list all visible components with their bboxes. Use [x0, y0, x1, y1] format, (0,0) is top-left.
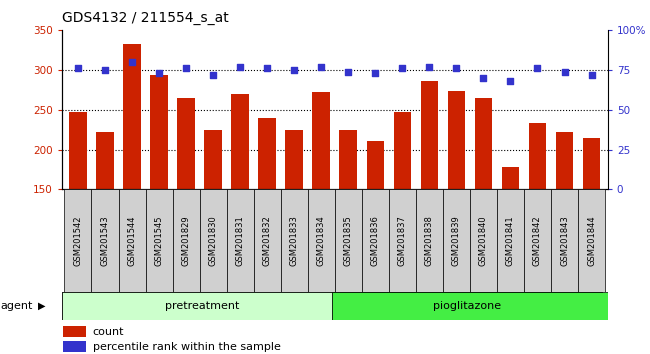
- Bar: [150, 75, 168, 189]
- Text: GSM201832: GSM201832: [263, 215, 272, 266]
- Text: GSM201829: GSM201829: [181, 215, 190, 266]
- Text: count: count: [92, 327, 124, 337]
- Bar: [313, 92, 330, 189]
- Point: [370, 70, 380, 76]
- Bar: [64, 189, 92, 292]
- Bar: [96, 132, 114, 189]
- Bar: [124, 44, 141, 189]
- Point: [532, 65, 543, 71]
- Text: GSM201839: GSM201839: [452, 215, 461, 266]
- Text: GSM201545: GSM201545: [155, 216, 164, 266]
- Text: GSM201844: GSM201844: [587, 215, 596, 266]
- Bar: [254, 189, 281, 292]
- Bar: [421, 81, 438, 189]
- Point: [343, 69, 354, 74]
- Text: GSM201543: GSM201543: [101, 215, 109, 266]
- Bar: [474, 98, 492, 189]
- Bar: [497, 189, 524, 292]
- Bar: [367, 141, 384, 189]
- Bar: [551, 189, 578, 292]
- Bar: [285, 130, 303, 189]
- Point: [100, 67, 110, 73]
- Bar: [227, 189, 254, 292]
- Bar: [416, 189, 443, 292]
- Bar: [393, 112, 411, 189]
- Bar: [146, 189, 172, 292]
- Bar: [69, 112, 86, 189]
- Point: [424, 64, 435, 69]
- Text: GSM201842: GSM201842: [533, 215, 542, 266]
- Text: GSM201841: GSM201841: [506, 215, 515, 266]
- Point: [154, 70, 164, 76]
- Point: [559, 69, 569, 74]
- Point: [451, 65, 462, 71]
- Text: GSM201542: GSM201542: [73, 216, 83, 266]
- Text: agent: agent: [1, 301, 33, 311]
- Bar: [172, 189, 200, 292]
- Point: [397, 65, 408, 71]
- Bar: [443, 189, 470, 292]
- Bar: [62, 292, 332, 320]
- Text: pretreatment: pretreatment: [165, 301, 239, 311]
- Point: [235, 64, 245, 69]
- Point: [505, 78, 515, 84]
- Point: [289, 67, 300, 73]
- Bar: [339, 130, 357, 189]
- Bar: [389, 189, 416, 292]
- Text: GSM201836: GSM201836: [370, 215, 380, 266]
- Bar: [578, 189, 605, 292]
- Bar: [332, 292, 608, 320]
- Bar: [524, 189, 551, 292]
- Text: GSM201544: GSM201544: [127, 216, 136, 266]
- Bar: [177, 98, 195, 189]
- Text: GSM201831: GSM201831: [236, 215, 244, 266]
- Bar: [528, 123, 546, 189]
- Text: GSM201834: GSM201834: [317, 215, 326, 266]
- Bar: [259, 118, 276, 189]
- Bar: [64, 341, 86, 353]
- Text: GSM201838: GSM201838: [425, 215, 434, 266]
- Bar: [118, 189, 146, 292]
- Bar: [556, 132, 573, 189]
- Text: ▶: ▶: [38, 301, 46, 311]
- Text: GSM201830: GSM201830: [209, 215, 218, 266]
- Point: [316, 64, 326, 69]
- Point: [73, 65, 83, 71]
- Text: GSM201837: GSM201837: [398, 215, 407, 266]
- Bar: [335, 189, 362, 292]
- Text: GDS4132 / 211554_s_at: GDS4132 / 211554_s_at: [62, 11, 229, 25]
- Bar: [448, 91, 465, 189]
- Bar: [64, 326, 86, 337]
- Bar: [470, 189, 497, 292]
- Text: GSM201843: GSM201843: [560, 215, 569, 266]
- Point: [262, 65, 272, 71]
- Bar: [281, 189, 307, 292]
- Bar: [200, 189, 227, 292]
- Bar: [92, 189, 118, 292]
- Text: percentile rank within the sample: percentile rank within the sample: [92, 342, 281, 352]
- Bar: [231, 94, 249, 189]
- Bar: [204, 130, 222, 189]
- Point: [208, 72, 218, 78]
- Point: [181, 65, 191, 71]
- Bar: [362, 189, 389, 292]
- Bar: [583, 138, 601, 189]
- Text: GSM201835: GSM201835: [344, 215, 353, 266]
- Text: pioglitazone: pioglitazone: [433, 301, 501, 311]
- Point: [586, 72, 597, 78]
- Bar: [502, 167, 519, 189]
- Bar: [307, 189, 335, 292]
- Point: [478, 75, 489, 81]
- Text: GSM201840: GSM201840: [479, 215, 488, 266]
- Text: GSM201833: GSM201833: [290, 215, 299, 266]
- Point: [127, 59, 137, 65]
